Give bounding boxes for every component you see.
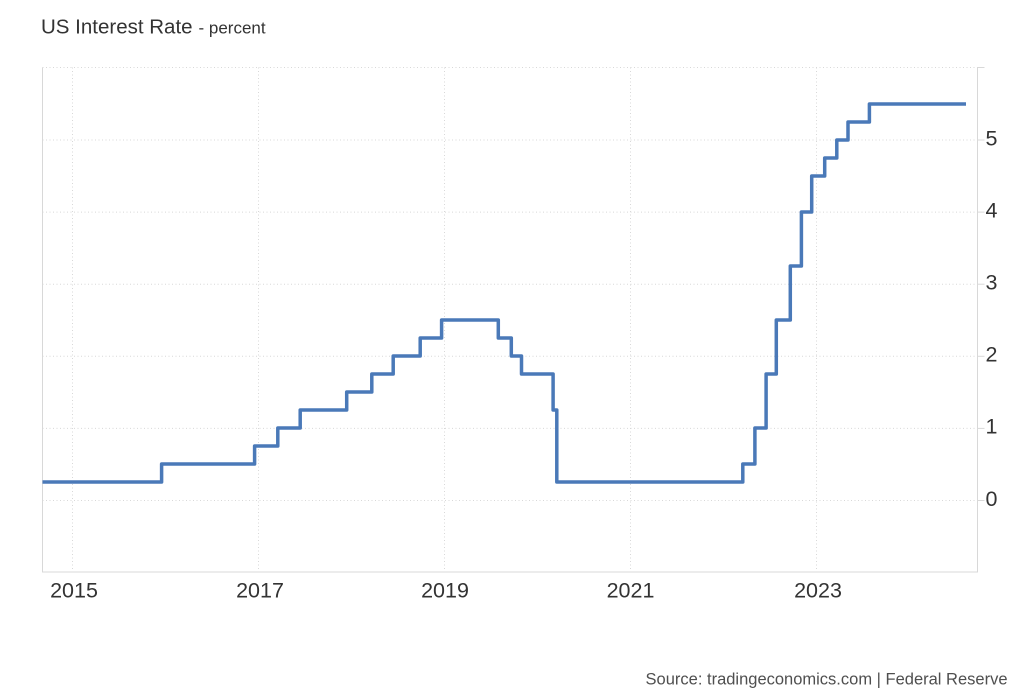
svg-text:5: 5 — [986, 126, 998, 150]
svg-text:2017: 2017 — [236, 579, 284, 603]
svg-text:0: 0 — [986, 487, 998, 511]
svg-text:4: 4 — [986, 198, 998, 222]
svg-text:2: 2 — [986, 343, 998, 367]
svg-text:US Interest Rate: US Interest Rate — [41, 16, 193, 39]
svg-text:2019: 2019 — [421, 579, 469, 603]
svg-text:Source: tradingeconomics.com |: Source: tradingeconomics.com | Federal R… — [646, 670, 1008, 688]
svg-text:2015: 2015 — [50, 579, 98, 603]
svg-text:3: 3 — [986, 271, 998, 295]
svg-text:2023: 2023 — [794, 579, 842, 603]
svg-text:2021: 2021 — [607, 579, 655, 603]
svg-text:1: 1 — [986, 415, 998, 439]
svg-text:- percent: - percent — [199, 19, 266, 38]
